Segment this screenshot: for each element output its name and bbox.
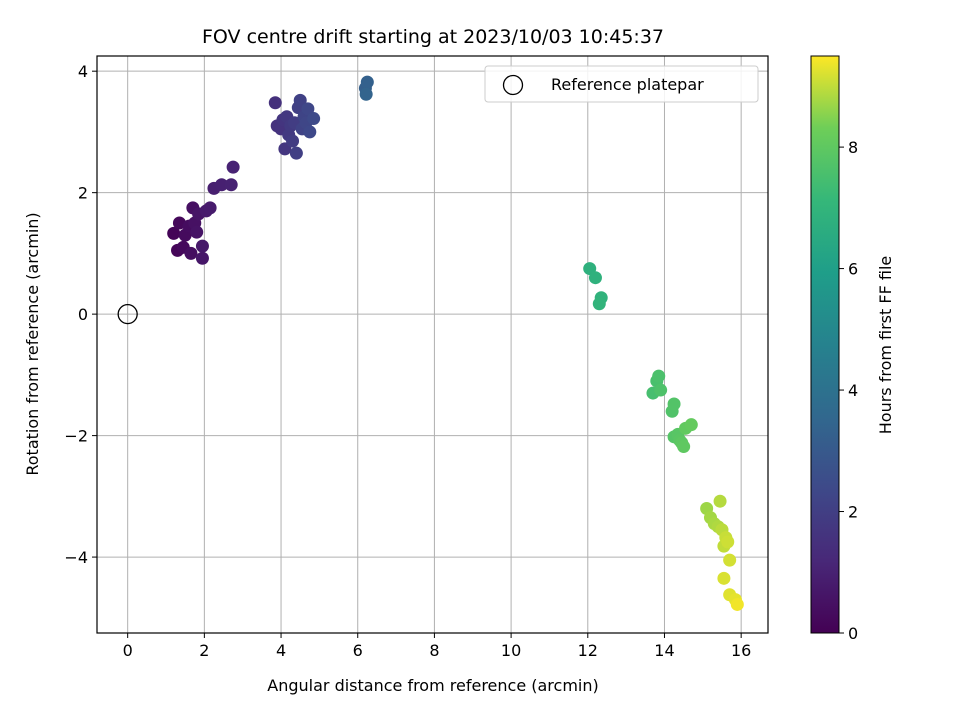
scatter-point <box>268 96 282 110</box>
x-tick-label: 6 <box>353 641 363 660</box>
x-axis-label: Angular distance from reference (arcmin) <box>267 676 598 695</box>
scatter-point <box>286 134 300 148</box>
legend-reference-marker <box>502 74 524 96</box>
scatter-point <box>713 494 727 508</box>
scatter-point <box>224 178 238 192</box>
scatter-point <box>301 102 315 116</box>
scatter-point <box>667 397 681 411</box>
scatter-point <box>167 226 181 240</box>
colorbar-tick-label: 4 <box>848 381 858 400</box>
scatter-point <box>226 160 240 174</box>
y-tick-label: −4 <box>64 548 88 567</box>
x-tick-label: 2 <box>199 641 209 660</box>
scatter-point <box>184 246 198 260</box>
colorbar-tick-label: 0 <box>848 624 858 643</box>
scatter-point <box>730 597 744 611</box>
scatter-point <box>723 553 737 567</box>
reference-platepar-marker <box>117 303 138 325</box>
x-tick-label: 0 <box>123 641 133 660</box>
colorbar-label: Hours from first FF file <box>876 256 895 435</box>
x-tick-label: 12 <box>578 641 598 660</box>
x-tick-label: 4 <box>276 641 286 660</box>
colorbar: 0 2 4 6 8 Hours from first FF file <box>810 55 895 643</box>
scatter-point <box>588 271 602 285</box>
x-tick-label: 10 <box>501 641 521 660</box>
scatter-point <box>215 178 229 192</box>
x-axis-ticks: 0 2 4 6 8 10 12 14 16 <box>123 633 751 660</box>
y-axis-label: Rotation from reference (arcmin) <box>23 212 42 475</box>
scatter-point <box>654 383 668 397</box>
scatter-point <box>592 297 606 311</box>
chart-title: FOV centre drift starting at 2023/10/03 … <box>202 26 664 48</box>
x-tick-label: 14 <box>654 641 674 660</box>
reference-marker <box>117 303 138 325</box>
colorbar-tick-label: 2 <box>848 503 858 522</box>
scatter-point <box>195 239 209 253</box>
scatter-point <box>677 440 691 454</box>
colorbar-tick-label: 8 <box>848 138 858 157</box>
x-tick-label: 8 <box>429 641 439 660</box>
y-tick-label: 4 <box>78 62 88 81</box>
scatter-point <box>293 93 307 107</box>
scatter-points <box>167 75 744 611</box>
grid-lines <box>97 56 768 633</box>
scatter-point <box>190 225 204 239</box>
legend: Reference platepar <box>484 65 759 103</box>
scatter-point <box>307 112 321 126</box>
plot-frame <box>96 55 769 634</box>
y-tick-label: 2 <box>78 184 88 203</box>
scatter-point <box>203 201 217 215</box>
y-axis-ticks: −4 −2 0 2 4 <box>64 62 97 567</box>
scatter-point <box>289 146 303 160</box>
y-tick-label: −2 <box>64 427 88 446</box>
colorbar-tick-label: 6 <box>848 260 858 279</box>
scatter-point <box>360 75 374 89</box>
y-tick-label: 0 <box>78 305 88 324</box>
scatter-point <box>717 571 731 585</box>
colorbar-ticks: 0 2 4 6 8 <box>839 138 858 643</box>
scatter-point <box>303 125 317 139</box>
legend-box <box>484 65 759 103</box>
x-tick-label: 16 <box>731 641 751 660</box>
legend-entry-reference-platepar: Reference platepar <box>551 75 704 94</box>
scatter-point <box>652 369 666 383</box>
scatter-point <box>359 87 373 101</box>
colorbar-gradient <box>810 55 840 634</box>
scatter-point <box>195 251 209 265</box>
scatter-point <box>721 535 735 549</box>
scatter-point <box>684 418 698 432</box>
